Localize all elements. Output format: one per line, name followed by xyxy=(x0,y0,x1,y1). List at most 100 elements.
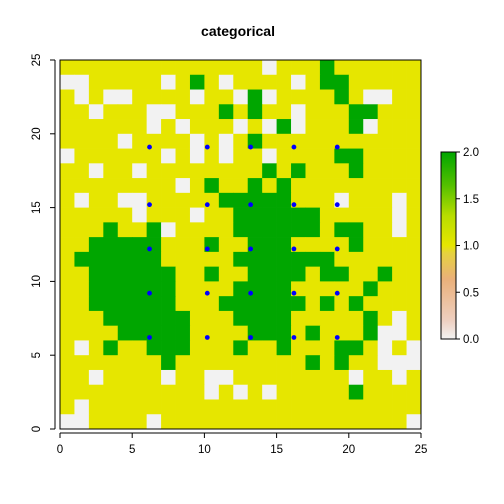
heatmap-cell xyxy=(247,178,263,194)
heatmap-cell xyxy=(406,178,422,194)
heatmap-cell xyxy=(392,414,407,430)
heatmap-cell xyxy=(262,192,277,208)
heatmap-cell xyxy=(146,74,162,90)
heatmap-cell xyxy=(204,296,220,312)
y-tick-label: 10 xyxy=(31,275,43,288)
heatmap-cell xyxy=(319,178,335,194)
heatmap-cell xyxy=(74,237,90,253)
heatmap-cell xyxy=(60,89,75,105)
heatmap-cell xyxy=(233,325,249,341)
heatmap-cell xyxy=(319,310,335,327)
heatmap-cell xyxy=(88,281,104,297)
heatmap-cell xyxy=(348,325,364,341)
heatmap-cell xyxy=(161,89,176,105)
heatmap-cell xyxy=(175,369,191,386)
heatmap-cell xyxy=(377,369,393,386)
heatmap-cell xyxy=(291,266,306,282)
heatmap-cell xyxy=(146,163,162,179)
heatmap-cell xyxy=(392,178,407,194)
heatmap-cell xyxy=(233,399,249,415)
heatmap-cell xyxy=(189,414,205,430)
colorbar-tick-label: 1.0 xyxy=(463,241,479,253)
heatmap-cell xyxy=(60,340,75,356)
sample-point xyxy=(334,246,340,252)
heatmap-cell xyxy=(175,163,191,179)
heatmap-cell xyxy=(392,251,407,267)
heatmap-cell xyxy=(276,237,292,253)
heatmap-cell xyxy=(146,369,162,386)
sample-point xyxy=(334,335,340,340)
heatmap-cell xyxy=(363,222,379,238)
heatmap-cell xyxy=(276,207,292,223)
heatmap-cell xyxy=(392,192,407,208)
heatmap-cell xyxy=(319,384,335,400)
heatmap-cell xyxy=(363,384,379,400)
heatmap-cell xyxy=(406,74,422,90)
heatmap-cell xyxy=(204,89,220,105)
heatmap-cell xyxy=(175,251,191,267)
heatmap-cell xyxy=(363,237,379,253)
heatmap-cell xyxy=(291,148,306,164)
heatmap-cell xyxy=(146,104,162,120)
heatmap-cell xyxy=(291,89,306,105)
heatmap-cell xyxy=(291,414,306,430)
heatmap-cell xyxy=(262,104,277,120)
heatmap-cell xyxy=(305,355,321,371)
heatmap-cell xyxy=(247,119,263,135)
heatmap-cell xyxy=(204,178,220,194)
heatmap-cell xyxy=(377,414,393,430)
heatmap-cell xyxy=(218,207,234,223)
heatmap-cell xyxy=(233,133,249,149)
heatmap-cell xyxy=(377,310,393,327)
heatmap-cell xyxy=(161,296,176,312)
heatmap-cell xyxy=(305,414,321,430)
heatmap-cell xyxy=(189,281,205,297)
heatmap-cell xyxy=(218,296,234,312)
heatmap-cell xyxy=(103,281,119,297)
heatmap-cell xyxy=(132,163,147,179)
heatmap-cell xyxy=(233,310,249,327)
y-tick-label: 5 xyxy=(31,352,43,358)
heatmap-cell xyxy=(319,163,335,179)
heatmap-cell xyxy=(132,414,147,430)
heatmap-cell xyxy=(233,222,249,238)
heatmap-cell xyxy=(117,119,133,135)
heatmap-cell xyxy=(363,207,379,223)
heatmap-cell xyxy=(233,340,249,356)
heatmap-cell xyxy=(247,148,263,164)
heatmap-cell xyxy=(406,369,422,386)
x-axis: 0 5 10 15 20 25 xyxy=(57,432,427,456)
heatmap-cell xyxy=(218,119,234,135)
heatmap-cell xyxy=(175,266,191,282)
heatmap-cell xyxy=(334,89,350,105)
heatmap-cell xyxy=(319,399,335,415)
heatmap-cell xyxy=(262,251,277,267)
heatmap-cell xyxy=(60,369,75,386)
chart-title: categorical xyxy=(201,23,275,39)
plot-frame xyxy=(59,59,422,430)
heatmap-cell xyxy=(247,207,263,223)
colorbar-tick-label: 1.5 xyxy=(463,194,479,206)
heatmap-cell xyxy=(204,207,220,223)
heatmap-cell xyxy=(377,163,393,179)
heatmap-cell xyxy=(117,60,133,76)
heatmap-cell xyxy=(262,325,277,341)
heatmap-cell xyxy=(262,222,277,238)
x-tick-label: 15 xyxy=(270,444,283,456)
heatmap-cell xyxy=(189,266,205,282)
heatmap-cell xyxy=(392,237,407,253)
heatmap-cell xyxy=(132,192,147,208)
heatmap-cell xyxy=(189,325,205,341)
heatmap-cell xyxy=(204,60,220,76)
heatmap-cell xyxy=(247,355,263,371)
heatmap-cell xyxy=(377,325,393,341)
heatmap-cell xyxy=(218,251,234,267)
heatmap-cell xyxy=(218,178,234,194)
heatmap-cell xyxy=(175,222,191,238)
heatmap-cell xyxy=(117,251,133,267)
sample-point xyxy=(204,144,210,150)
heatmap-cell xyxy=(319,355,335,371)
sample-point xyxy=(147,202,152,208)
heatmap-cell xyxy=(161,414,176,430)
